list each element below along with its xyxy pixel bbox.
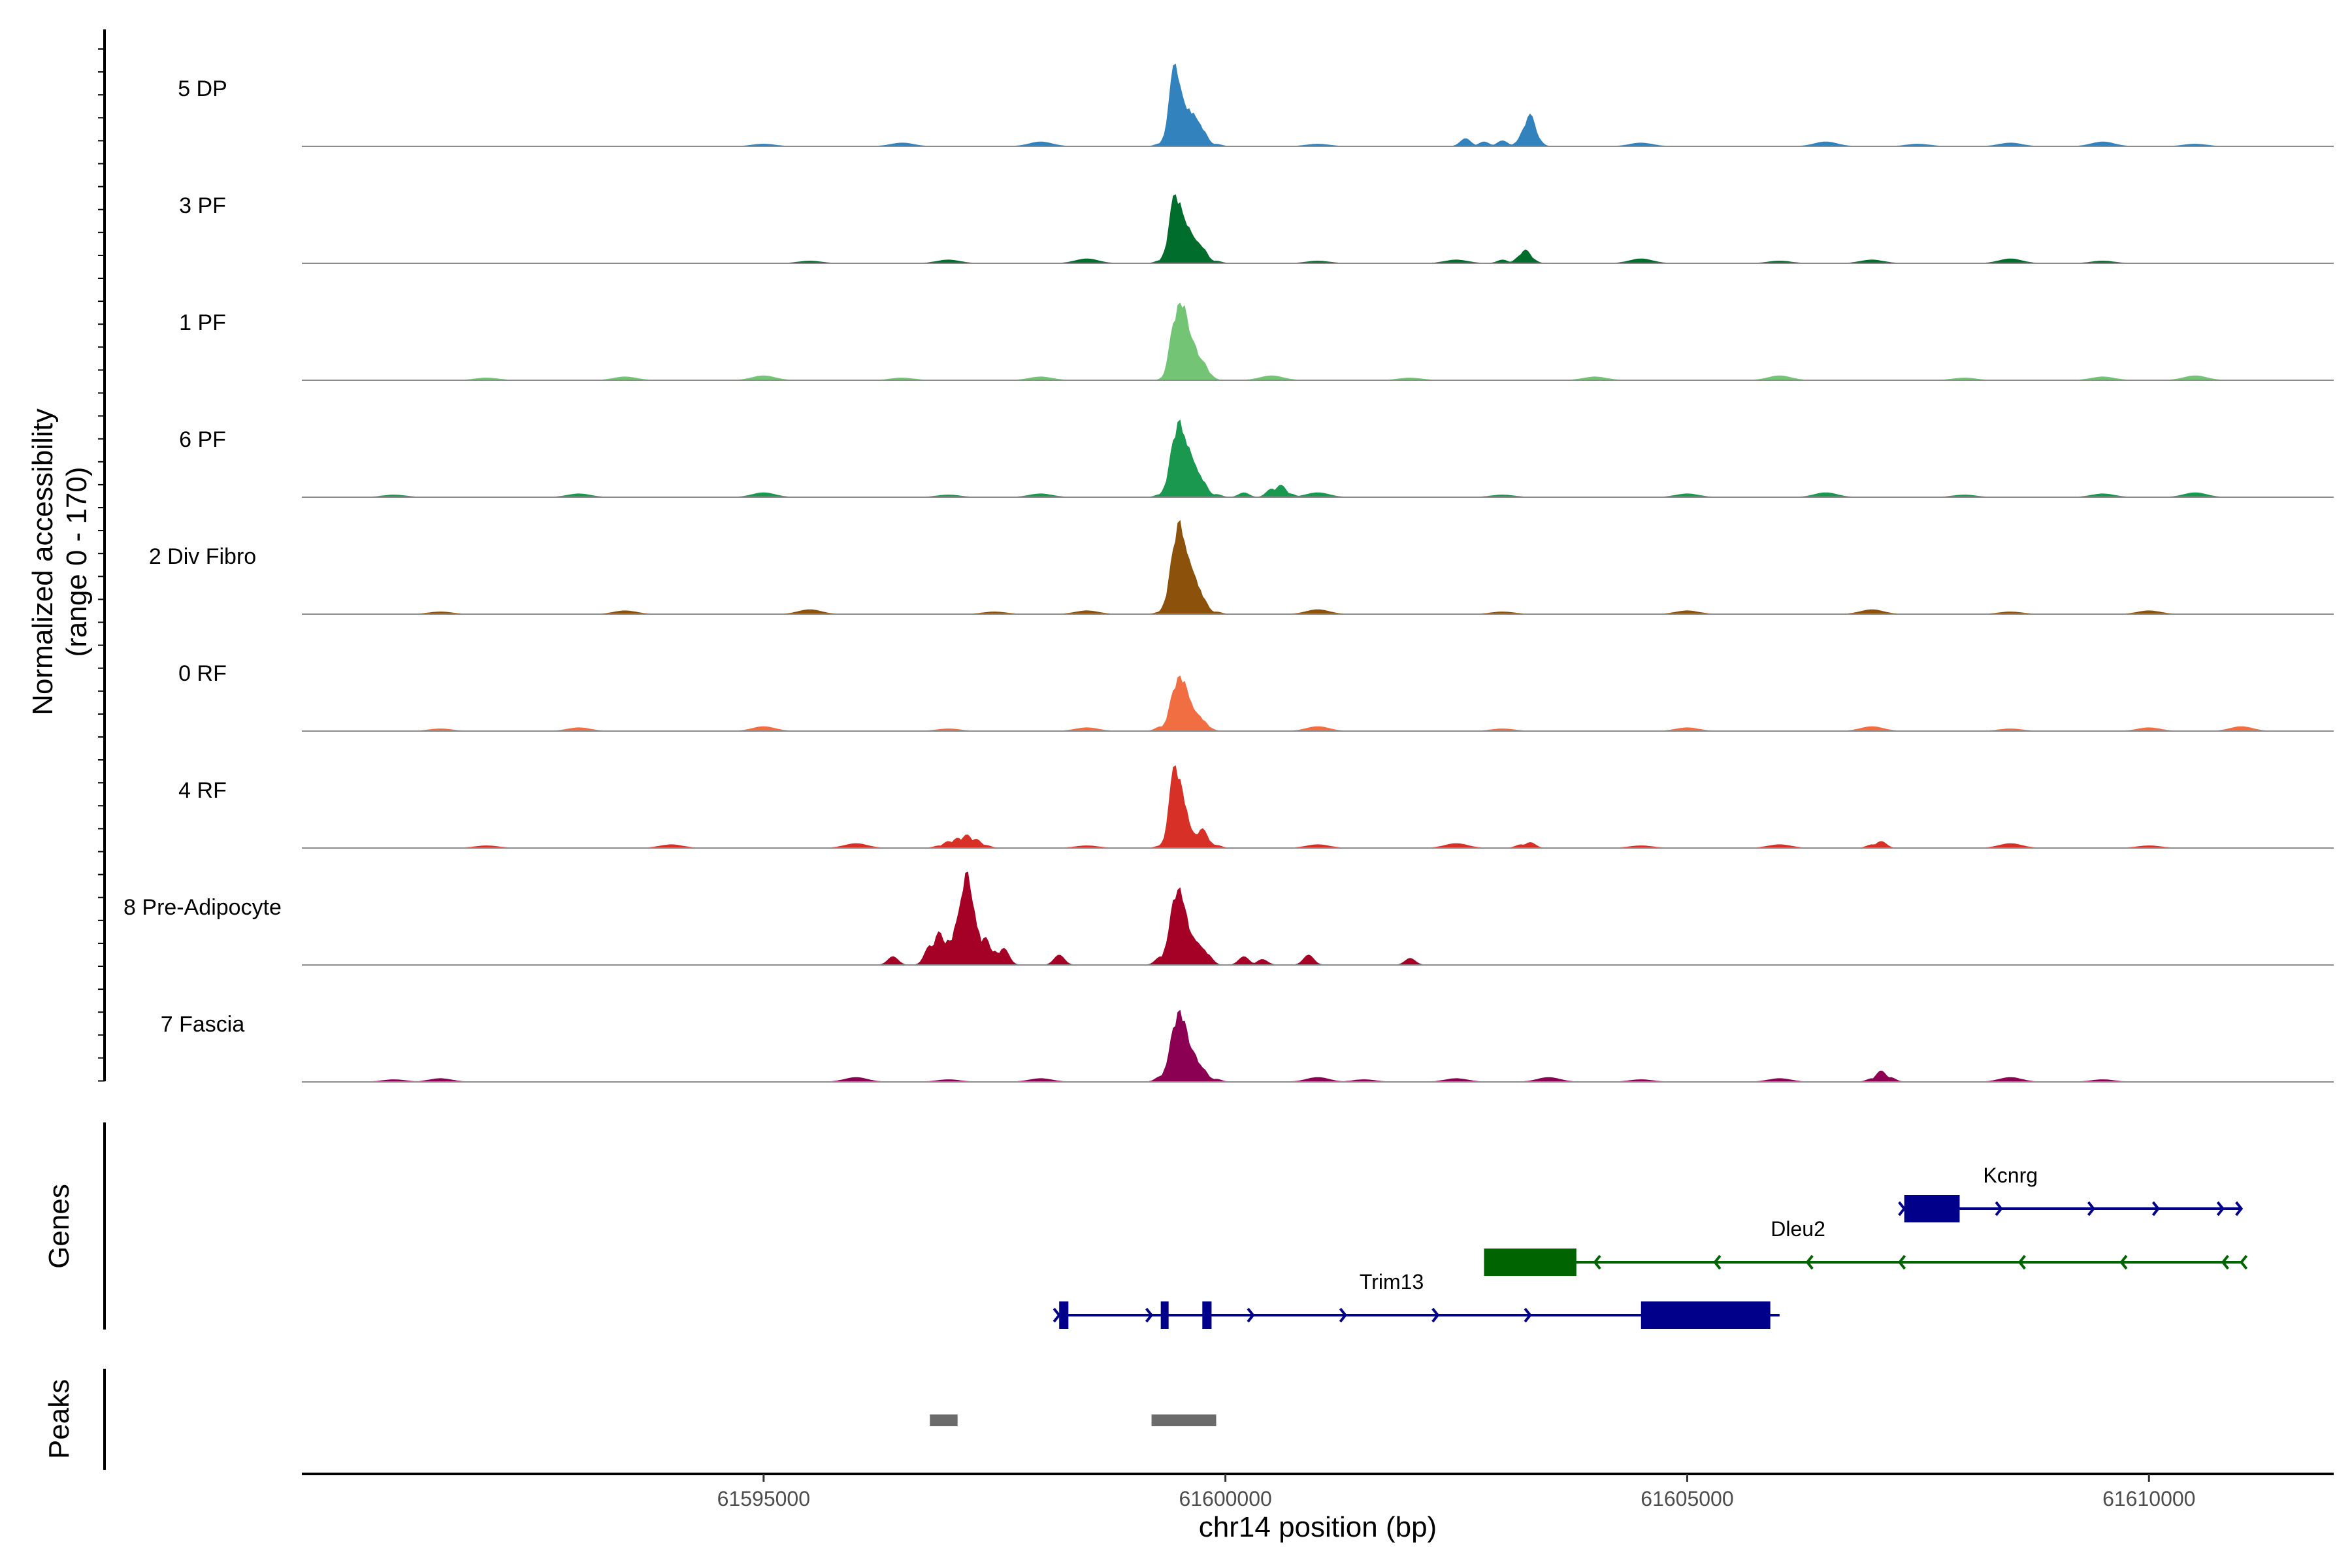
track-2-div-fibro — [302, 519, 2334, 615]
x-tick-label: 61610000 — [2102, 1487, 2195, 1511]
genes-track: Genes Kcnrg Dleu2 Trim13 — [43, 1122, 2248, 1330]
track-3-pf — [302, 194, 2334, 264]
track-label: 3 PF — [179, 193, 226, 218]
gene-exon — [1202, 1301, 1212, 1329]
strand-arrow — [2119, 1254, 2128, 1270]
strand-arrow — [1713, 1254, 1722, 1270]
strand-arrow — [2240, 1254, 2248, 1270]
gene-exon — [1641, 1301, 1771, 1329]
track-label: 0 RF — [178, 661, 227, 686]
x-tick-label: 61595000 — [717, 1487, 810, 1511]
coverage-tracks — [302, 63, 2334, 1083]
track-label: 4 RF — [178, 778, 227, 803]
strand-arrow — [1145, 1307, 1154, 1323]
strand-arrow — [1524, 1307, 1532, 1323]
track-8-pre-adipocyte — [302, 872, 2334, 966]
strand-arrow — [1431, 1307, 1440, 1323]
coverage-area — [302, 1009, 2334, 1083]
track-5-dp — [302, 63, 2334, 147]
coverage-area — [302, 676, 2334, 732]
track-label: 6 PF — [179, 427, 226, 452]
coverage-area — [302, 302, 2334, 381]
peaks-track: Peaks — [43, 1369, 1217, 1470]
strand-arrow — [2151, 1201, 2160, 1217]
strand-arrow — [2235, 1201, 2244, 1217]
genes-track-title: Genes — [43, 1184, 75, 1269]
strand-arrow — [2216, 1201, 2225, 1217]
track-4-rf — [302, 765, 2334, 849]
track-0-rf — [302, 676, 2334, 732]
strand-arrow — [1898, 1254, 1906, 1270]
gene-exon — [1484, 1249, 1576, 1276]
x-tick-label: 61605000 — [1641, 1487, 1733, 1511]
strand-arrow — [1898, 1201, 1906, 1217]
strand-arrow — [2017, 1254, 2026, 1270]
coverage-area — [302, 419, 2334, 498]
gene-exon — [1904, 1195, 1960, 1222]
gene-exon — [1059, 1301, 1069, 1329]
coverage-area — [302, 519, 2334, 615]
coverage-area — [302, 765, 2334, 849]
x-axis: chr14 position (bp) 61595000 61600000 6160… — [302, 1473, 2334, 1543]
strand-arrow — [1805, 1254, 1814, 1270]
y-axis: Normalized accessibility (range 0 - 170) — [27, 29, 106, 1082]
strand-arrow — [2221, 1254, 2229, 1270]
peak-region — [1151, 1414, 1217, 1426]
track-label: 1 PF — [179, 310, 226, 335]
gene-label: Trim13 — [1360, 1270, 1424, 1294]
coverage-area — [302, 194, 2334, 264]
peak-region — [930, 1414, 958, 1426]
coverage-area — [302, 872, 2334, 966]
gene-trim13: Trim13 — [1053, 1270, 1780, 1329]
gene-kcnrg: Kcnrg — [1898, 1164, 2244, 1222]
track-label: 7 Fascia — [161, 1012, 245, 1037]
x-tick-label: 61600000 — [1179, 1487, 1271, 1511]
gene-exon — [1160, 1301, 1169, 1329]
track-labels: 5 DP 3 PF 1 PF 6 PF 2 Div Fibro 0 RF 4 RF 8 Pre… — [123, 76, 282, 1037]
track-6-pf — [302, 419, 2334, 498]
coverage-area — [302, 63, 2334, 147]
strand-arrow — [1339, 1307, 1347, 1323]
track-label: 5 DP — [178, 76, 227, 101]
track-label: 8 Pre-Adipocyte — [123, 895, 282, 920]
x-axis-title: chr14 position (bp) — [1199, 1511, 1437, 1543]
strand-arrow — [2087, 1201, 2096, 1217]
track-1-pf — [302, 302, 2334, 381]
y-axis-title: Normalized accessibility — [27, 408, 59, 715]
strand-arrow — [1247, 1307, 1255, 1323]
peaks-track-title: Peaks — [43, 1379, 75, 1459]
y-axis-title-range: (range 0 - 170) — [61, 466, 93, 657]
track-label: 2 Div Fibro — [149, 544, 256, 569]
strand-arrow — [1053, 1307, 1061, 1323]
y-axis-ticks — [98, 48, 105, 1082]
gene-label: Kcnrg — [1983, 1164, 2038, 1187]
gene-dleu2: Dleu2 — [1484, 1217, 2248, 1276]
strand-arrow — [1593, 1254, 1601, 1270]
track-7-fascia — [302, 1009, 2334, 1083]
gene-label: Dleu2 — [1771, 1217, 1825, 1241]
strand-arrow — [1995, 1201, 2003, 1217]
